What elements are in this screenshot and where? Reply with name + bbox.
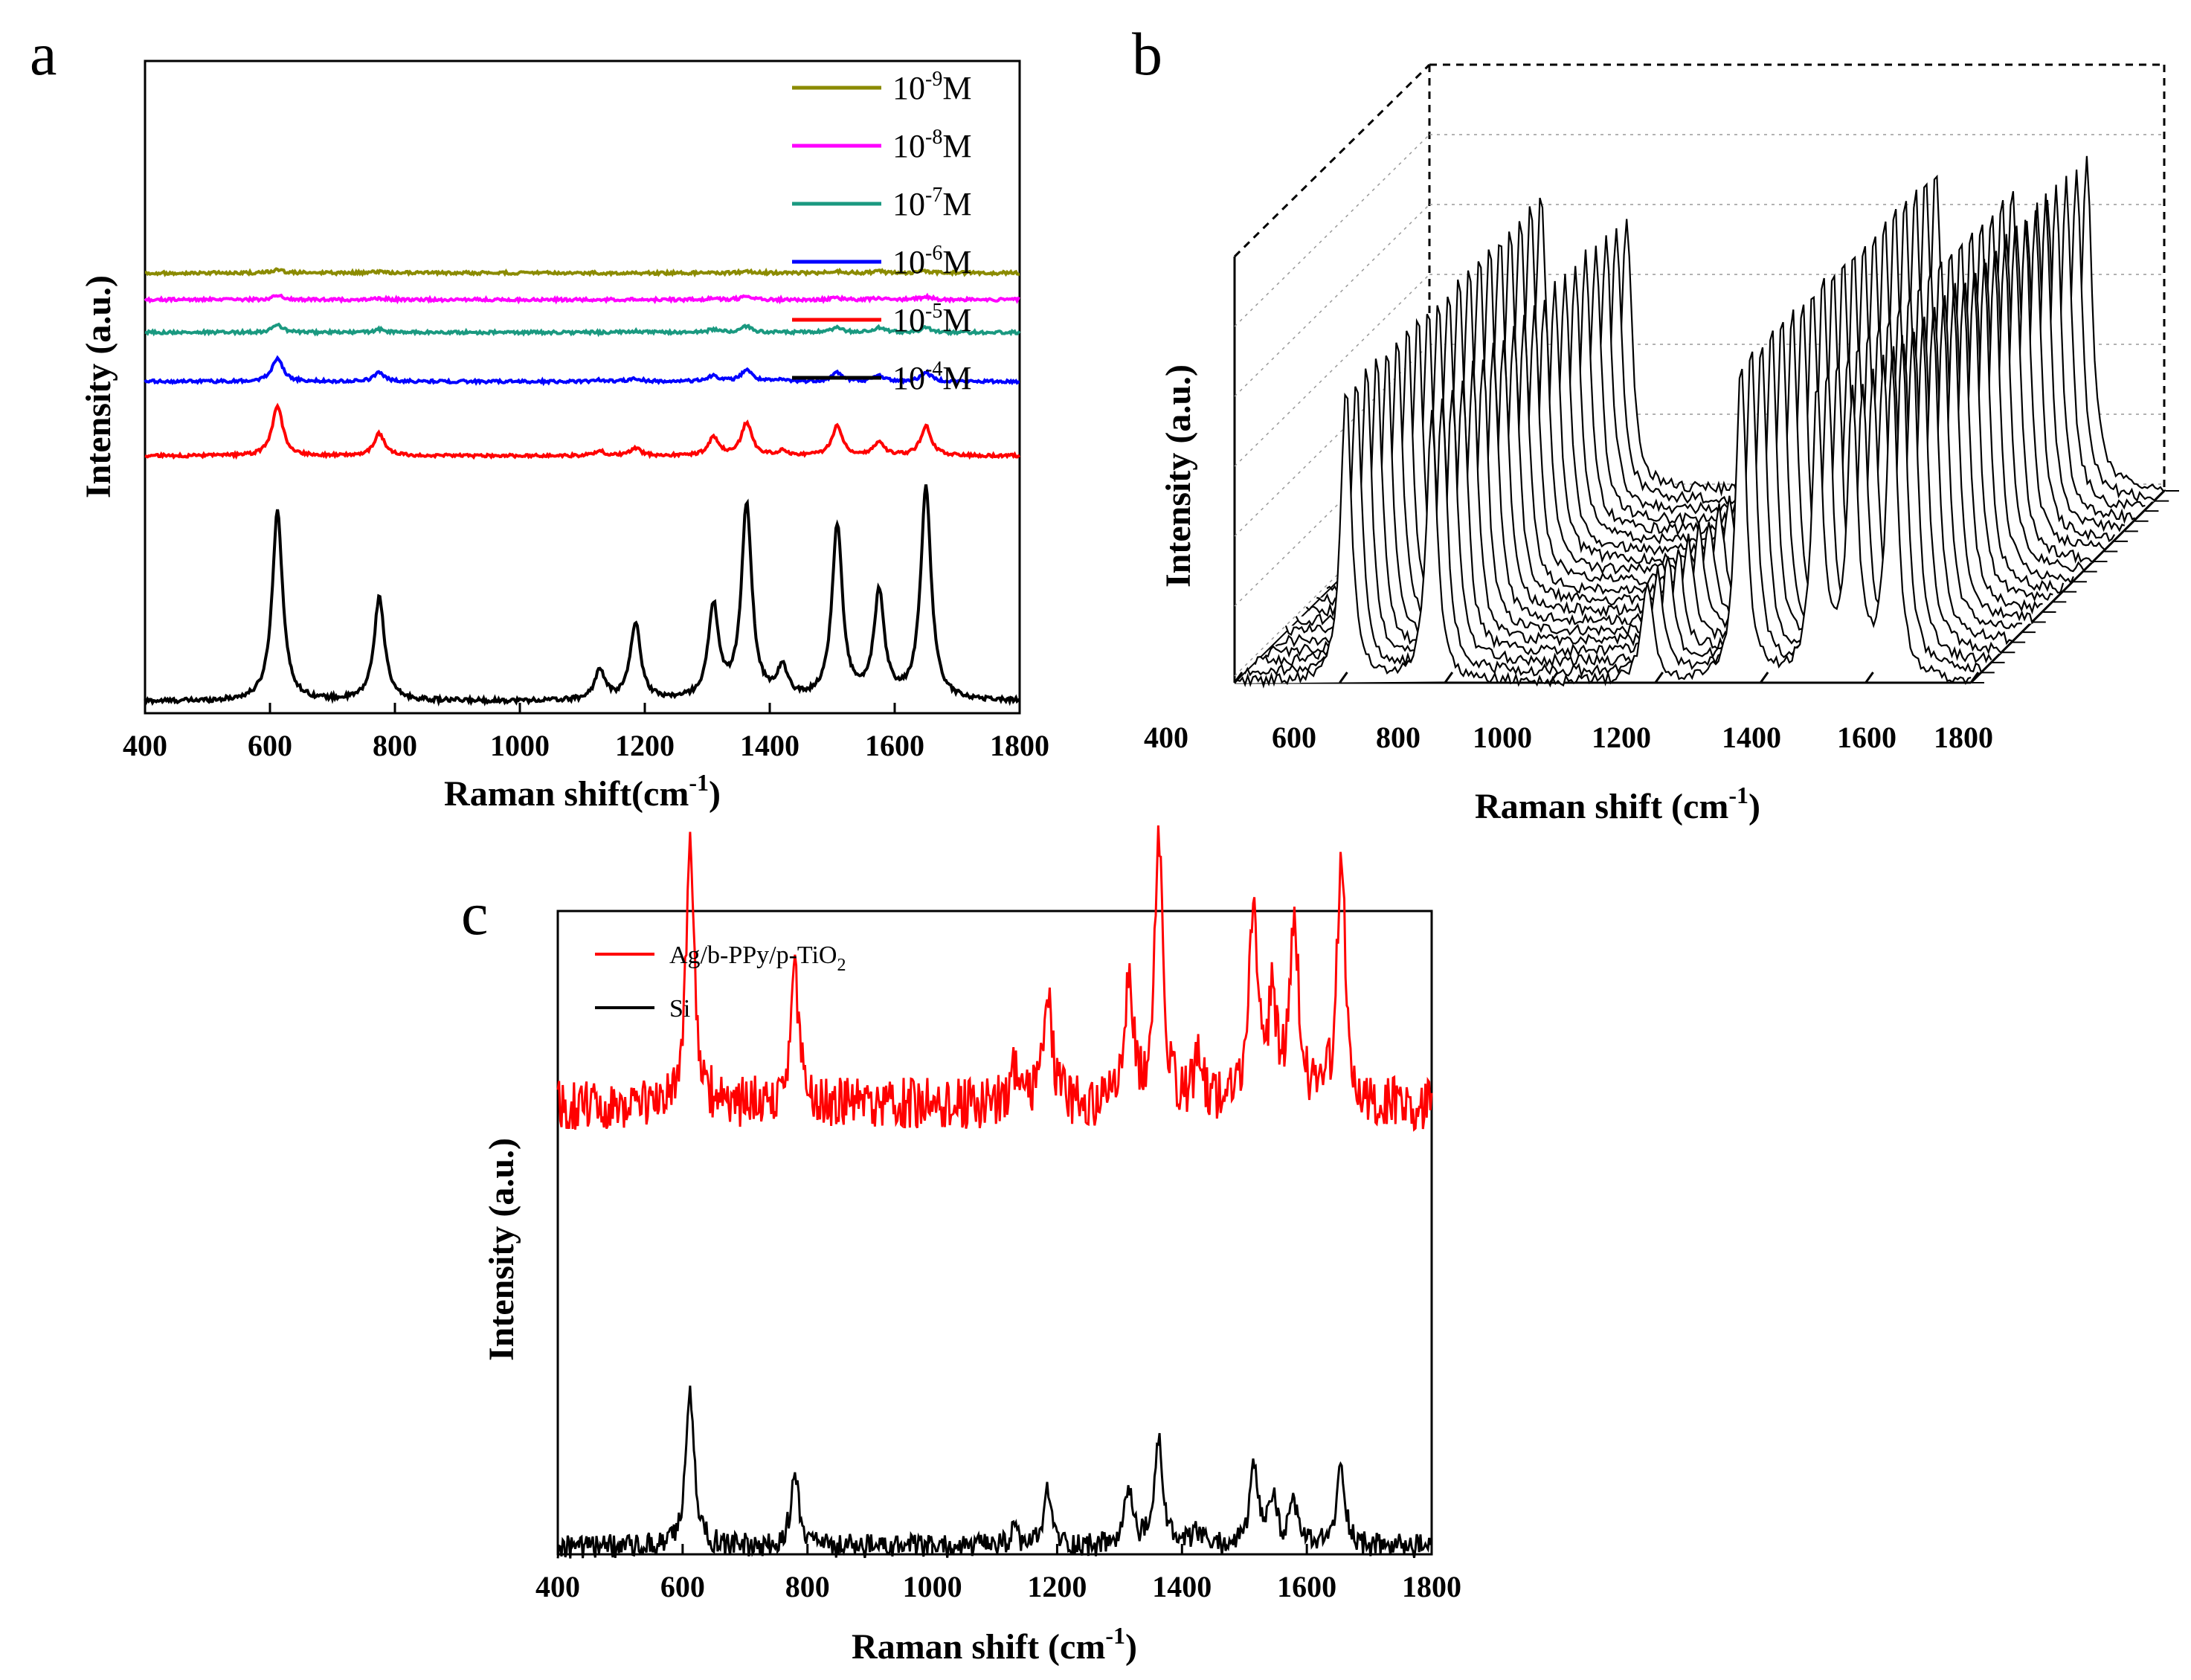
panel-b-spectrum-line	[1234, 354, 1972, 689]
panel-c-x-tick-label: 400	[535, 1570, 580, 1603]
panel-a-series-line	[144, 292, 1020, 305]
panel-c-legend-label: Si	[669, 995, 690, 1023]
panel-a-legend: 10-9M 10-8M 10-7M 10-6M 10-5M 10-4M	[792, 68, 971, 396]
panel-b-x-tick-label: 1000	[1473, 721, 1532, 754]
panel-a-legend-label: 10-6M	[892, 242, 971, 280]
panel-c-x-tick-label: 600	[660, 1570, 705, 1603]
panel-a-series-line	[144, 484, 1021, 707]
panel-a-legend-label: 10-7M	[892, 184, 971, 222]
panel-c-x-tick-label: 1200	[1027, 1570, 1087, 1603]
panel-a-series-line	[144, 322, 1021, 338]
panel-b-x-axis-title: Raman shift (cm-1)	[1475, 782, 1760, 826]
panel-c-y-axis-title: Intensity (a.u.)	[482, 1138, 521, 1361]
panel-c-chart: 400 600 800 1000 1200 1400 1600 1800 Ag/b-PPy/p…	[482, 825, 1461, 1667]
panel-a-series-line	[144, 402, 1020, 460]
panel-a-traces	[144, 267, 1021, 707]
panel-label-c: c	[461, 880, 488, 947]
panel-a-ticks: 400 600 800 1000 1200 1400 1600 1800	[123, 703, 1049, 762]
panel-b-x-tick-label: 400	[1144, 721, 1188, 754]
panel-a-x-tick-label: 1400	[740, 729, 799, 762]
panel-b-grid-line	[1234, 134, 1430, 327]
panel-b-x-tick	[1549, 672, 1559, 683]
panel-b-depth-axis	[1969, 489, 2166, 684]
panel-c-x-tick-label: 1600	[1277, 1570, 1336, 1603]
panel-c-x-tick-label: 1800	[1402, 1570, 1461, 1603]
panel-b-x-tick-label: 800	[1376, 721, 1421, 754]
panel-b-grid-line	[1234, 413, 1430, 607]
panel-a-x-tick-label: 1200	[615, 729, 675, 762]
panel-a-legend-label: 10-8M	[892, 126, 971, 164]
panel-a-x-tick-label: 800	[373, 729, 417, 762]
panel-b-x-tick	[1969, 672, 1980, 683]
panel-b-grid-line	[1234, 204, 1430, 397]
panel-b-box-edge	[1233, 63, 1431, 258]
panel-c-x-tick-label: 800	[785, 1570, 830, 1603]
panel-b-x-tick-label: 1800	[1934, 721, 1993, 754]
panel-a-x-tick-label: 1000	[490, 729, 550, 762]
panel-c-x-tick-label: 1000	[903, 1570, 962, 1603]
panel-b-y-axis-title: Intensity (a.u.)	[1159, 364, 1198, 588]
panel-a-x-tick-label: 1600	[865, 729, 924, 762]
panel-a-x-tick-label: 1800	[990, 729, 1049, 762]
panel-b-traces	[1234, 155, 2179, 689]
panel-b-x-tick	[1233, 672, 1244, 683]
panel-b-x-tick	[1339, 672, 1348, 683]
panel-b-chart: 400 600 800 1000 1200 1400 1600 1800 Raman shif…	[1144, 63, 2179, 826]
panel-b-x-tick-label: 600	[1272, 721, 1316, 754]
panel-a-series-line	[144, 267, 1020, 278]
panel-b-grid-line	[1234, 483, 1430, 677]
panel-a-y-axis-title: Intensity (a.u.)	[79, 275, 118, 498]
panel-b-x-tick	[1865, 672, 1874, 683]
panel-a-x-tick-label: 600	[248, 729, 292, 762]
panel-a-legend-label: 10-5M	[892, 300, 971, 338]
panel-b-x-tick-label: 1400	[1722, 721, 1781, 754]
panel-b-ticks: 400 600 800 1000 1200 1400 1600 1800	[1144, 672, 1993, 754]
panel-a-x-axis-title: Raman shift(cm-1)	[444, 769, 721, 814]
panel-label-a: a	[30, 20, 57, 88]
panel-c-legend: Ag/b-PPy/p-TiO2 Si	[595, 942, 846, 1023]
panel-c-frame	[556, 910, 1433, 1556]
panel-a-x-tick-label: 400	[123, 729, 167, 762]
panel-a-chart: 400 600 800 1000 1200 1400 1600 1800 10-9M 10-8M…	[79, 59, 1049, 814]
panel-b-x-tick-label: 1200	[1592, 721, 1651, 754]
panel-c-legend-label: Ag/b-PPy/p-TiO2	[669, 942, 846, 975]
panel-b-x-tick	[1654, 672, 1664, 683]
panel-label-b: b	[1132, 20, 1162, 88]
panel-c-x-axis-title: Raman shift (cm-1)	[852, 1622, 1137, 1667]
panel-b-grid-line	[1234, 274, 1430, 467]
panel-c-series-line	[556, 825, 1433, 1132]
panel-a-legend-label: 10-9M	[892, 68, 971, 106]
panel-c-traces	[556, 825, 1433, 1559]
panel-b-grid-line	[1234, 344, 1430, 537]
panel-c-x-tick-label: 1400	[1152, 1570, 1212, 1603]
panel-b-x-tick	[1444, 672, 1454, 683]
panel-b-x-tick	[1759, 672, 1769, 683]
panel-a-series-line	[144, 355, 1020, 387]
panel-a-legend-label: 10-4M	[892, 358, 971, 396]
panel-c-ticks: 400 600 800 1000 1200 1400 1600 1800	[535, 1544, 1461, 1603]
panel-b-x-tick-label: 1600	[1837, 721, 1896, 754]
panel-c-series-line	[556, 1385, 1433, 1559]
panel-a-frame	[144, 59, 1021, 715]
